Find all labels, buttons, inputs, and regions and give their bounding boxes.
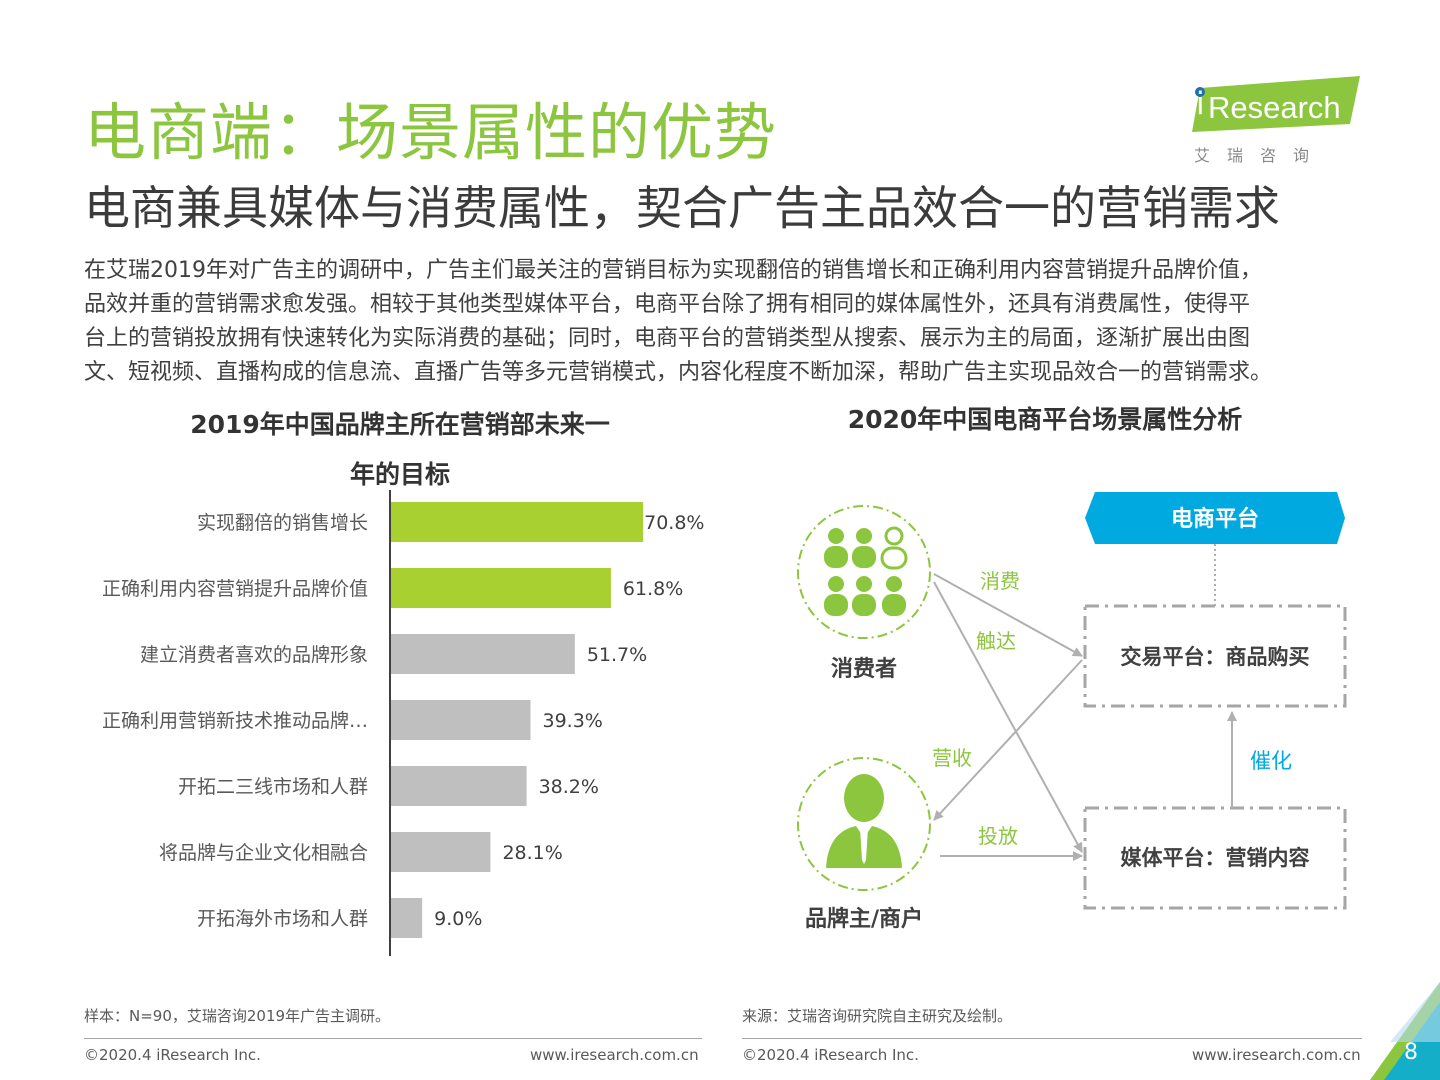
revenue-arrow — [933, 659, 1083, 821]
page-title: 电商端：场景属性的优势 — [84, 96, 778, 169]
category-label: 建立消费者喜欢的品牌形象 — [140, 644, 368, 666]
businessman-icon — [826, 774, 902, 868]
bar — [390, 766, 527, 806]
catalyze-label: 催化 — [1250, 749, 1292, 773]
brand-node: 品牌主/商户 — [797, 757, 931, 932]
footer-divider-left — [84, 1038, 702, 1039]
footer-divider-right — [742, 1038, 1362, 1039]
ecommerce-platform-header: 电商平台 — [1085, 492, 1345, 544]
bar — [390, 502, 644, 542]
consumer-group-icon — [824, 526, 908, 616]
category-label: 实现翻倍的销售增长 — [197, 512, 368, 534]
category-label: 正确利用内容营销提升品牌价值 — [102, 578, 368, 600]
platform-label: 电商平台 — [1171, 506, 1259, 532]
page-number: 8 — [1404, 1040, 1418, 1065]
consumer-node: 消费者 — [797, 505, 931, 682]
category-label: 将品牌与企业文化相融合 — [159, 842, 368, 864]
website-left: www.iresearch.com.cn — [530, 1046, 699, 1064]
logo-i-letter: i — [1196, 86, 1205, 122]
copyright-left: ©2020.4 iResearch Inc. — [84, 1046, 261, 1064]
bar — [390, 832, 491, 872]
reach-label: 触达 — [976, 629, 1016, 653]
value-label: 38.2% — [539, 776, 599, 798]
media-platform-box: 媒体平台：营销内容 — [1083, 806, 1347, 910]
diagram-title: 2020年中国电商平台场景属性分析 — [847, 405, 1243, 434]
brand-label: 品牌主/商户 — [805, 906, 923, 932]
value-label: 39.3% — [542, 710, 602, 732]
category-label: 开拓海外市场和人群 — [197, 908, 368, 930]
bar-chart-title-line1: 2019年中国品牌主所在营销部未来一 — [190, 410, 610, 439]
intro-paragraph: 在艾瑞2019年对广告主的调研中，广告主们最关注的营销目标为实现翻倍的销售增长和… — [84, 254, 1384, 390]
bar — [390, 634, 575, 674]
logo-banner-shape — [1192, 76, 1360, 132]
value-label: 9.0% — [434, 908, 482, 930]
category-label: 正确利用营销新技术推动品牌… — [102, 710, 368, 732]
value-label: 61.8% — [623, 578, 683, 600]
value-label: 51.7% — [587, 644, 647, 666]
invest-label: 投放 — [978, 824, 1018, 848]
page-subtitle: 电商兼具媒体与消费属性，契合广告主品效合一的营销需求 — [84, 181, 1280, 235]
intro-line: 品效并重的营销需求愈发强。相较于其他类型媒体平台，电商平台除了拥有相同的媒体属性… — [84, 292, 1251, 317]
revenue-label: 营收 — [932, 746, 972, 770]
intro-line: 在艾瑞2019年对广告主的调研中，广告主们最关注的营销目标为实现翻倍的销售增长和… — [84, 258, 1262, 283]
trade-platform-label: 交易平台：商品购买 — [1121, 645, 1310, 669]
intro-line: 台上的营销投放拥有快速转化为实际消费的基础；同时，电商平台的营销类型从搜索、展示… — [84, 326, 1251, 351]
consume-arrow — [933, 573, 1083, 657]
trade-platform-box: 交易平台：商品购买 — [1083, 604, 1347, 708]
category-label: 开拓二三线市场和人群 — [178, 776, 368, 798]
logo-subtitle: 艾瑞咨询 — [1194, 146, 1327, 165]
intro-line: 文、短视频、直播构成的信息流、直播广告等多元营销模式，内容化程度不断加深，帮助广… — [84, 360, 1273, 385]
bar-chart-title: 2019年中国品牌主所在营销部未来一 年的目标 — [150, 400, 650, 500]
copyright-right: ©2020.4 iResearch Inc. — [742, 1046, 919, 1064]
bar-chart: 实现翻倍的销售增长 70.8% 正确利用内容营销提升品牌价值 61.8% 建立消费者喜欢… — [102, 490, 704, 956]
bar — [390, 568, 611, 608]
bar — [390, 700, 531, 740]
website-right: www.iresearch.com.cn — [1192, 1046, 1361, 1064]
bar — [390, 898, 423, 938]
iresearch-logo: i Research 艾瑞咨询 — [1192, 76, 1370, 168]
media-platform-label: 媒体平台：营销内容 — [1121, 846, 1310, 870]
reach-arrow — [933, 581, 1083, 853]
value-label: 70.8% — [644, 512, 704, 534]
sample-note: 样本：N=90，艾瑞咨询2019年广告主调研。 — [84, 1007, 391, 1025]
value-label: 28.1% — [502, 842, 562, 864]
logo-dot-icon — [1195, 87, 1205, 97]
consume-label: 消费 — [980, 569, 1020, 593]
corner-decoration — [1370, 982, 1440, 1080]
consumer-label: 消费者 — [831, 657, 897, 682]
platform-diagram: 电商平台 交易平台：商品购买 媒体平台：营销内容 催化 消费者 — [797, 492, 1347, 932]
source-note: 来源：艾瑞咨询研究院自主研究及绘制。 — [742, 1007, 1013, 1025]
logo-text: Research — [1208, 90, 1341, 125]
bar-chart-title-line2: 年的目标 — [349, 460, 450, 489]
